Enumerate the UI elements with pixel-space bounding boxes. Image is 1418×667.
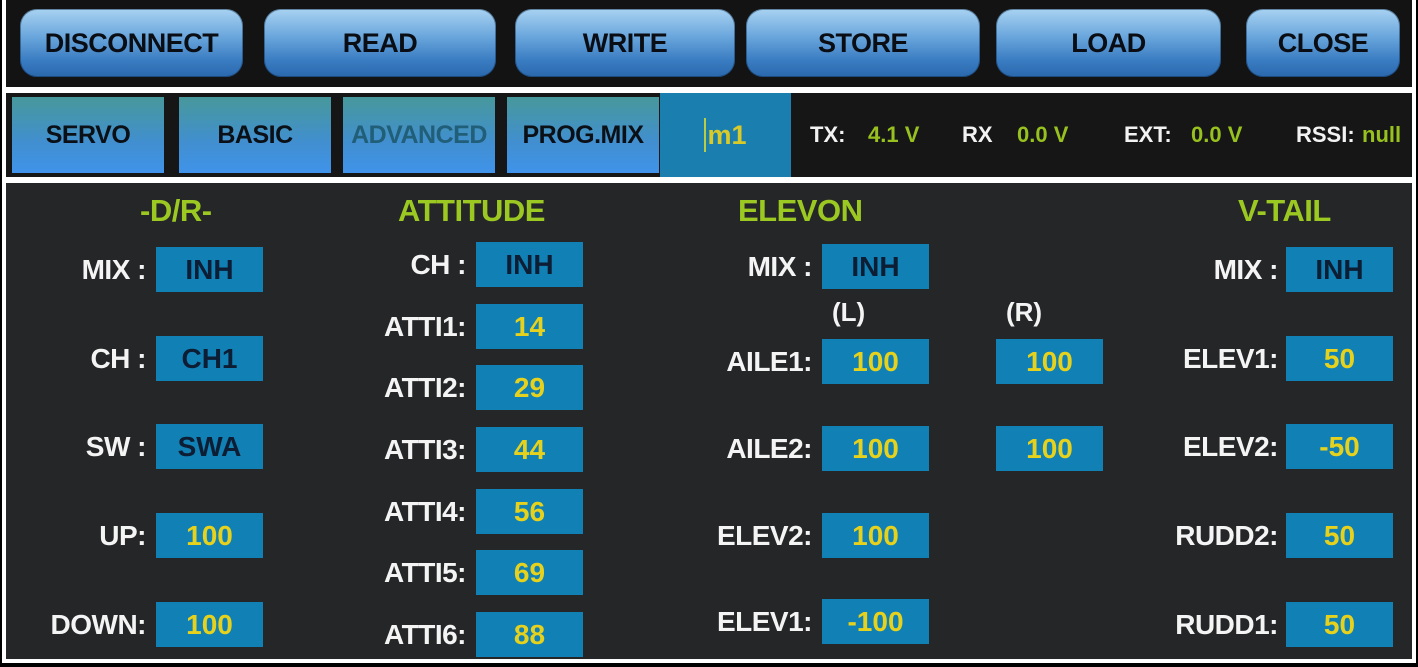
vtail-mix-value[interactable]: INH — [1286, 247, 1393, 292]
attitude-atti1-value[interactable]: 14 — [476, 304, 583, 349]
toolbar: DISCONNECT READ WRITE STORE LOAD CLOSE — [6, 0, 1412, 87]
disconnect-button[interactable]: DISCONNECT — [20, 9, 243, 77]
elevon-left-column-header: (L) — [832, 297, 866, 327]
elevon-aile1-value-r[interactable]: 100 — [996, 339, 1103, 384]
attitude-atti5-label: ATTI5: — [383, 557, 467, 588]
elevon-elev2-value[interactable]: 100 — [822, 513, 929, 558]
elevon-aile2-value-r[interactable]: 100 — [996, 426, 1103, 471]
tx-value: 4.1 V — [868, 122, 920, 147]
write-button[interactable]: WRITE — [515, 9, 735, 77]
dr-down-label: DOWN: — [50, 609, 147, 640]
model-name-input[interactable]: m1 — [660, 93, 791, 177]
vtail-rudd2-value[interactable]: 50 — [1286, 513, 1393, 558]
tab-servo[interactable]: SERVO — [12, 97, 164, 173]
vtail-elev1-label: ELEV1: — [1182, 343, 1279, 374]
vtail-rudd2-label: RUDD2: — [1175, 520, 1278, 551]
elevon-mix-label: MIX : — [747, 251, 813, 282]
dr-ch-value[interactable]: CH1 — [156, 336, 263, 381]
vtail-elev2-label: ELEV2: — [1182, 431, 1279, 462]
elevon-elev1-value[interactable]: -100 — [822, 599, 929, 644]
attitude-atti1-label: ATTI1: — [383, 311, 467, 342]
vtail-section-title: V-TAIL — [1238, 193, 1331, 228]
vtail-rudd1-value[interactable]: 50 — [1286, 602, 1393, 647]
attitude-atti4-value[interactable]: 56 — [476, 489, 583, 534]
rx-label: RX — [962, 122, 993, 147]
attitude-atti2-label: ATTI2: — [383, 372, 467, 403]
attitude-atti3-value[interactable]: 44 — [476, 427, 583, 472]
tab-advanced[interactable]: ADVANCED — [343, 97, 495, 173]
text-cursor — [704, 118, 707, 152]
dr-up-label: UP: — [99, 520, 146, 551]
store-button[interactable]: STORE — [746, 9, 980, 77]
ext-label: EXT: — [1124, 122, 1172, 147]
dr-sw-label: SW : — [85, 431, 147, 462]
tx-label: TX: — [810, 122, 846, 147]
vtail-elev2-value[interactable]: -50 — [1286, 424, 1393, 469]
attitude-atti3-label: ATTI3: — [383, 434, 467, 465]
model-name-value: m1 — [707, 119, 747, 150]
mix-settings-panel: -D/R- MIX : INH CH : CH1 SW : SWA UP: 10… — [6, 183, 1412, 659]
tab-basic[interactable]: BASIC — [179, 97, 331, 173]
elevon-elev1-label: ELEV1: — [716, 606, 813, 637]
load-button[interactable]: LOAD — [996, 9, 1221, 77]
attitude-ch-label: CH : — [410, 249, 466, 280]
elevon-section-title: ELEVON — [738, 193, 863, 228]
dr-up-value[interactable]: 100 — [156, 513, 263, 558]
elevon-aile2-label: AILE2: — [726, 433, 812, 464]
dr-mix-label: MIX : — [81, 254, 147, 285]
attitude-atti6-value[interactable]: 88 — [476, 612, 583, 657]
tab-prog-mix[interactable]: PROG.MIX — [507, 97, 659, 173]
elevon-mix-value[interactable]: INH — [822, 244, 929, 289]
close-button[interactable]: CLOSE — [1246, 9, 1400, 77]
attitude-atti6-label: ATTI6: — [383, 619, 467, 650]
elevon-aile1-value-l[interactable]: 100 — [822, 339, 929, 384]
attitude-atti5-value[interactable]: 69 — [476, 550, 583, 595]
rssi-value: null — [1362, 122, 1402, 147]
vtail-mix-label: MIX : — [1213, 254, 1279, 285]
attitude-atti4-label: ATTI4: — [383, 496, 467, 527]
rx-value: 0.0 V — [1017, 122, 1069, 147]
attitude-section-title: ATTITUDE — [398, 193, 545, 228]
elevon-aile2-value-l[interactable]: 100 — [822, 426, 929, 471]
elevon-elev2-label: ELEV2: — [716, 520, 813, 551]
tab-bar: SERVO BASIC ADVANCED PROG.MIX m1 TX: 4.1… — [6, 93, 1412, 177]
dr-ch-label: CH : — [90, 343, 146, 374]
vtail-elev1-value[interactable]: 50 — [1286, 336, 1393, 381]
attitude-ch-value[interactable]: INH — [476, 242, 583, 287]
dr-mix-value[interactable]: INH — [156, 247, 263, 292]
rssi-label: RSSI: — [1296, 122, 1355, 147]
elevon-right-column-header: (R) — [1006, 297, 1043, 327]
ext-value: 0.0 V — [1191, 122, 1243, 147]
dr-sw-value[interactable]: SWA — [156, 424, 263, 469]
attitude-atti2-value[interactable]: 29 — [476, 365, 583, 410]
elevon-aile1-label: AILE1: — [726, 346, 812, 377]
vtail-rudd1-label: RUDD1: — [1175, 609, 1278, 640]
dr-down-value[interactable]: 100 — [156, 602, 263, 647]
read-button[interactable]: READ — [264, 9, 496, 77]
dr-section-title: -D/R- — [140, 193, 212, 228]
